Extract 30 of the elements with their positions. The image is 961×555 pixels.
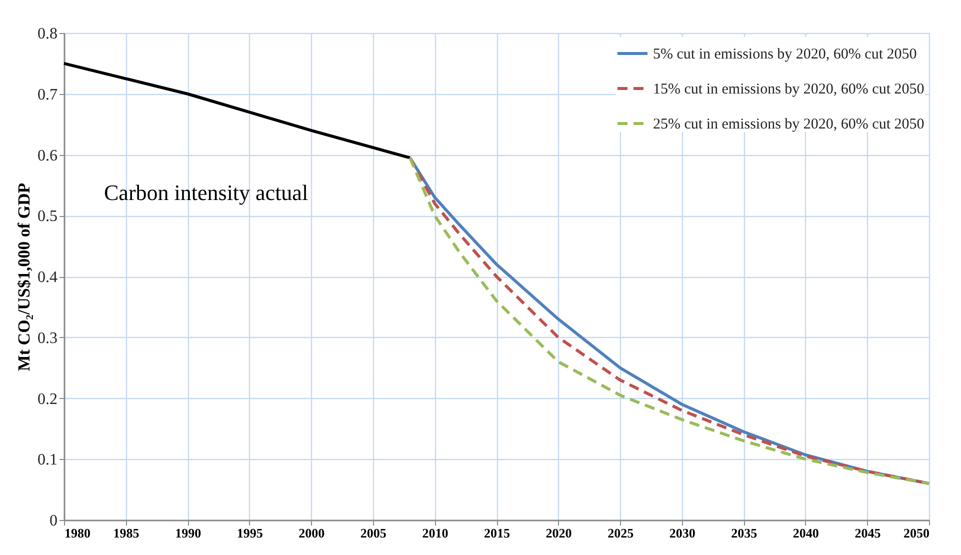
annotation: Carbon intensity actual	[104, 180, 308, 205]
x-tick-label: 1995	[236, 526, 264, 540]
y-tick-label: 0	[50, 512, 58, 530]
x-tick-label: 2040	[792, 526, 819, 540]
line-series	[62, 62, 412, 160]
legend-label: 25% cut in emissions by 2020, 60% cut 2050	[653, 116, 924, 132]
y-axis-title: Mt CO₂/US$1,000 of GDP	[14, 182, 34, 372]
x-tick-label: 2035	[731, 526, 758, 540]
x-tick-label: 1980	[64, 526, 90, 540]
x-tick-label: 2010	[422, 526, 448, 540]
y-tick-label: 0.5	[38, 208, 58, 226]
x-tick-label: 2000	[298, 526, 325, 540]
x-tick-label: 1990	[175, 526, 202, 540]
y-tick-label: 0.6	[38, 147, 58, 164]
x-tick-label: 2050	[904, 526, 930, 540]
legend-label: 15% cut in emissions by 2020, 60% cut 2050	[653, 82, 924, 98]
legend-label: 5% cut in emissions by 2020, 60% cut 2050	[653, 46, 917, 62]
y-tick-label: 0.2	[38, 390, 58, 408]
x-tick-label: 2030	[669, 526, 696, 540]
y-tick-label: 0.3	[38, 330, 58, 347]
y-tick-label: 0.7	[38, 86, 58, 104]
y-tick-label: 0.8	[38, 26, 58, 42]
x-tick-label: 2025	[608, 526, 634, 540]
x-tick-label: 1985	[113, 526, 140, 540]
y-tick-label: 0.1	[38, 452, 58, 469]
x-tick-label: 2015	[484, 526, 510, 540]
y-tick-label: 0.4	[38, 269, 58, 286]
x-tick-label: 2045	[854, 526, 882, 540]
x-tick-label: 2020	[546, 526, 572, 540]
x-tick-label: 2005	[360, 526, 387, 540]
